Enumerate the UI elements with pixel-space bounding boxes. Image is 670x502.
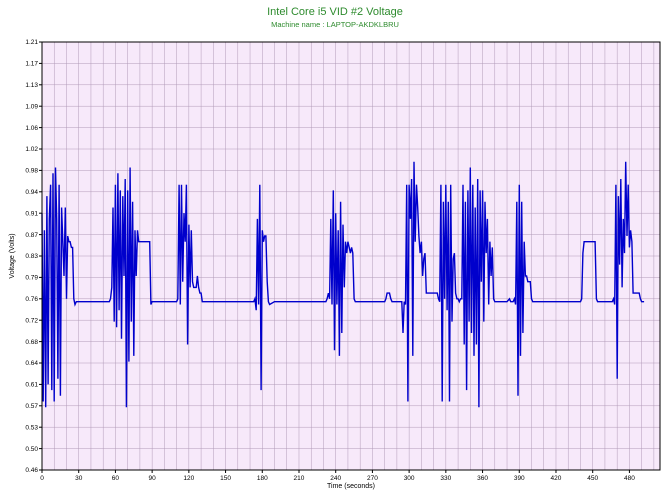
- x-tick-label: 30: [75, 475, 83, 482]
- y-tick-label: 0.50: [25, 446, 38, 453]
- y-tick-label: 1.13: [25, 82, 38, 89]
- x-tick-label: 330: [440, 475, 451, 482]
- x-tick-label: 120: [183, 475, 194, 482]
- x-tick-label: 270: [367, 475, 378, 482]
- x-tick-label: 150: [220, 475, 231, 482]
- x-tick-label: 450: [587, 475, 598, 482]
- y-tick-label: 0.76: [25, 296, 38, 303]
- x-tick-label: 60: [112, 475, 120, 482]
- y-tick-label: 0.87: [25, 232, 38, 239]
- y-tick-label: 0.98: [25, 168, 38, 175]
- x-tick-label: 240: [330, 475, 341, 482]
- y-tick-label: 0.72: [25, 317, 38, 324]
- x-tick-label: 0: [40, 475, 44, 482]
- x-tick-label: 480: [624, 475, 635, 482]
- y-tick-label: 0.91: [25, 210, 38, 217]
- y-axis-label: Voltage (Volts): [9, 233, 16, 278]
- plot-frame: [41, 41, 661, 471]
- x-tick-label: 390: [514, 475, 525, 482]
- y-tick-label: 1.06: [25, 125, 38, 132]
- y-tick-label: 0.94: [25, 189, 38, 196]
- voltage-series-line: [41, 161, 645, 408]
- y-tick-label: 0.79: [25, 275, 38, 282]
- x-tick-label: 210: [294, 475, 305, 482]
- y-tick-label: 1.02: [25, 146, 38, 153]
- y-tick-label: 0.46: [25, 467, 38, 474]
- y-tick-label: 0.57: [25, 403, 38, 410]
- y-tick-label: 0.83: [25, 253, 38, 260]
- x-tick-label: 300: [404, 475, 415, 482]
- x-tick-label: 420: [551, 475, 562, 482]
- x-tick-label: 90: [149, 475, 157, 482]
- y-tick-label: 0.64: [25, 360, 38, 367]
- y-tick-label: 1.21: [25, 39, 38, 46]
- x-tick-label: 180: [257, 475, 268, 482]
- y-tick-label: 0.61: [25, 382, 38, 389]
- chart-title: Intel Core i5 VID #2 Voltage: [267, 6, 403, 18]
- x-axis-label: Time (seconds): [327, 483, 375, 490]
- y-tick-label: 1.09: [25, 103, 38, 110]
- y-tick-label: 0.53: [25, 424, 38, 431]
- chart-subtitle: Machine name : LAPTOP-AKDKLBRU: [271, 20, 399, 29]
- y-tick-label: 0.68: [25, 339, 38, 346]
- x-tick-label: 360: [477, 475, 488, 482]
- y-tick-label: 1.17: [25, 61, 38, 68]
